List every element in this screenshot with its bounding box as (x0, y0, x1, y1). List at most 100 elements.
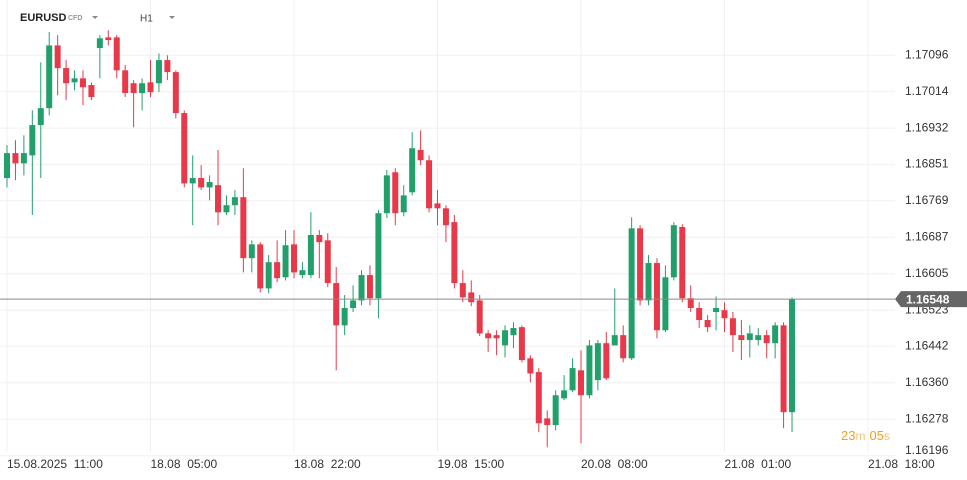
x-tick-label: 20.08 08:00 (581, 457, 648, 471)
candle-body (687, 298, 694, 309)
candle-body (662, 277, 669, 331)
candle-body (569, 368, 576, 391)
grid (0, 0, 895, 457)
candle-body (535, 372, 542, 424)
candle-body (594, 343, 601, 381)
candle-body (164, 60, 171, 73)
candle-body (603, 343, 610, 379)
candle-body (502, 330, 509, 346)
current-price-label: 1.16548 (906, 292, 950, 306)
candle-body (4, 153, 11, 179)
candle-body (375, 213, 382, 299)
candle-body (434, 203, 441, 209)
candle-body (577, 370, 584, 396)
x-tick-label: 21.08 18:00 (868, 457, 935, 471)
candle-body (620, 335, 627, 359)
candle-body (333, 283, 340, 326)
candle-body (611, 335, 618, 346)
candle-body (274, 262, 281, 279)
candle-body (96, 38, 103, 49)
candle-body (37, 108, 44, 126)
candle-body (670, 225, 677, 278)
candle-body (147, 82, 154, 93)
candle-body (231, 197, 238, 206)
candle-body (772, 325, 779, 344)
candle-body (729, 318, 736, 336)
candle-body (628, 228, 635, 359)
y-tick-label: 1.16769 (905, 193, 949, 207)
candle-body (721, 310, 728, 319)
candle-body (510, 328, 517, 336)
candle-body (451, 222, 458, 284)
candle-body (46, 45, 53, 109)
candle-body (653, 263, 660, 331)
candle-body (257, 244, 264, 289)
overlay: 1.17096 1.17014 1.16932 1.16851 1.16769 1.166… (0, 47, 967, 471)
candle-body (12, 153, 19, 164)
candle-body (426, 160, 433, 209)
y-tick-label: 1.16687 (905, 229, 949, 243)
y-tick-label: 1.16196 (905, 443, 949, 457)
candle-body (392, 172, 399, 214)
candle-body (130, 83, 137, 94)
candle-body (299, 270, 306, 276)
candle-body (206, 182, 213, 188)
symbol-dropdown-arrow[interactable] (92, 16, 98, 19)
y-tick-label: 1.16278 (905, 411, 949, 425)
x-tick-label: 19.08 15:00 (437, 457, 504, 471)
candle-body (139, 83, 146, 94)
candle-body (527, 358, 534, 374)
candle-body (358, 275, 365, 301)
countdown-part: 23 (841, 428, 855, 443)
y-tick-label: 1.17014 (905, 84, 949, 98)
candle-body (713, 308, 720, 313)
candle-body (417, 149, 424, 161)
candle-body (79, 78, 86, 88)
candle-body (383, 175, 390, 214)
y-tick-label: 1.16360 (905, 375, 949, 389)
candle-body (29, 125, 36, 156)
candle-body (763, 335, 770, 344)
candle-body (552, 395, 559, 426)
y-tick-label: 1.16442 (905, 338, 949, 352)
candle-body (704, 320, 711, 328)
candle-body (738, 335, 745, 341)
candle-body (105, 37, 112, 41)
candle-body (696, 308, 703, 321)
current-price-tag (895, 291, 967, 308)
candle-body (20, 153, 27, 164)
candle-body (189, 178, 196, 184)
candle-body (265, 262, 272, 289)
candle-body (341, 308, 348, 326)
candle-body (586, 345, 593, 396)
candle-body (679, 226, 686, 299)
candle-body (113, 37, 120, 71)
timeframe-dropdown-arrow[interactable] (169, 16, 175, 19)
candle-body (459, 283, 466, 298)
candle-body (645, 263, 652, 301)
candle-body (88, 85, 95, 98)
timeframe[interactable]: H1 (140, 14, 153, 25)
candle-body (442, 208, 449, 226)
candle-body (54, 45, 61, 69)
countdown-part: s (884, 429, 890, 443)
instrument-kind: CFD (68, 15, 82, 22)
y-tick-label: 1.16851 (905, 156, 949, 170)
candle-body (544, 418, 551, 426)
candle-body (485, 333, 492, 339)
symbol[interactable]: EURUSD (20, 12, 67, 24)
candle-body (248, 244, 255, 259)
candle-body (307, 235, 314, 276)
candle-body (493, 335, 500, 339)
candle-body (518, 327, 525, 361)
candle-body (71, 78, 78, 83)
countdown-part: 05 (869, 428, 883, 443)
y-tick-label: 1.16605 (905, 266, 949, 280)
candle-body (282, 245, 289, 278)
candles (4, 30, 796, 448)
candle-body (122, 70, 129, 94)
candle-body (198, 178, 205, 188)
candle-body (155, 60, 162, 84)
